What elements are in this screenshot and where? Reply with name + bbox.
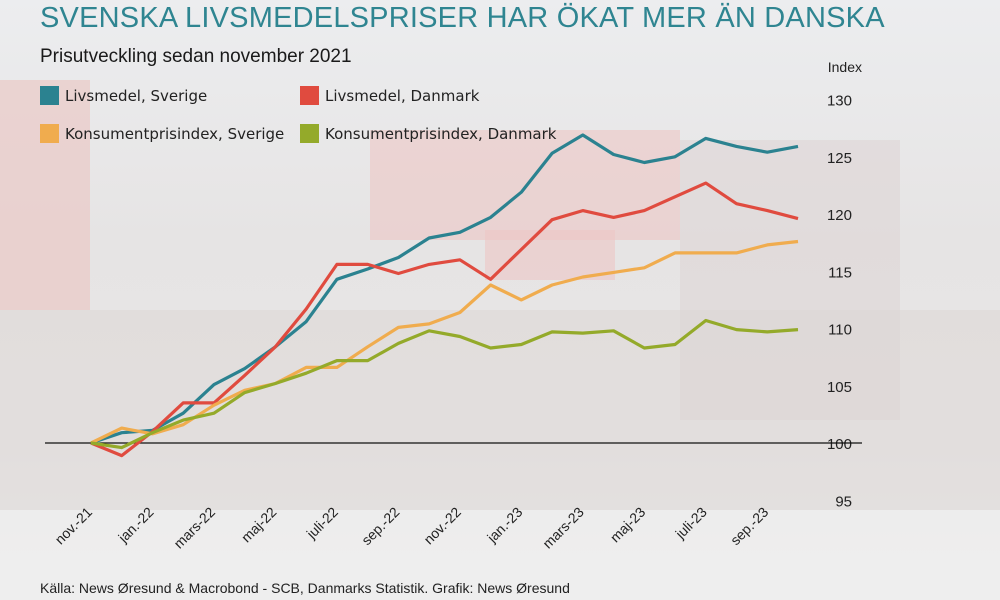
x-tick-label: mars-22 [170, 504, 218, 552]
x-tick-label: nov.-21 [52, 504, 96, 548]
series-line-3 [90, 318, 799, 450]
legend-swatch [40, 86, 59, 105]
legend-label: Konsumentprisindex, Sverige [65, 124, 285, 143]
y-tick-label: 115 [828, 264, 852, 281]
source-note: Källa: News Øresund & Macrobond - SCB, D… [40, 580, 570, 596]
legend-swatch [300, 124, 319, 143]
x-tick-label: juli-23 [671, 504, 710, 543]
legend-label: Livsmedel, Sverige [65, 86, 208, 105]
x-tick-label: maj-23 [607, 504, 649, 546]
y-tick-label: 95 [835, 493, 852, 510]
legend-item-kpi-danmark: Konsumentprisindex, Danmark [300, 124, 556, 143]
y-tick-label: 100 [827, 436, 852, 453]
series-line-1 [90, 181, 799, 458]
x-tick-label: sep.-23 [727, 504, 771, 548]
x-tick-label: mars-23 [539, 504, 587, 552]
legend-item-livsmedel-danmark: Livsmedel, Danmark [300, 86, 479, 105]
legend-item-livsmedel-sverige: Livsmedel, Sverige [40, 86, 207, 105]
y-tick-label: 130 [827, 93, 852, 110]
x-tick-label: maj-22 [238, 504, 280, 546]
y-tick-label: 105 [827, 379, 852, 396]
x-tick-label: sep.-22 [358, 504, 402, 548]
legend-swatch [40, 124, 59, 143]
chart-subtitle: Prisutveckling sedan november 2021 [40, 46, 352, 67]
x-tick-label: jan.-22 [114, 504, 156, 546]
legend-label: Livsmedel, Danmark [325, 86, 480, 105]
x-tick-label: jan.-23 [483, 504, 525, 546]
y-tick-label: 125 [827, 150, 852, 167]
legend-item-kpi-sverige: Konsumentprisindex, Sverige [40, 124, 284, 143]
x-tick-label: nov.-22 [420, 504, 464, 548]
series-line-2 [90, 239, 799, 445]
series-line-0 [90, 133, 799, 445]
y-tick-label: 110 [828, 322, 852, 339]
y-tick-label: 120 [827, 207, 852, 224]
chart-title: SVENSKA LIVSMEDELSPRISER HAR ÖKAT MER ÄN… [40, 2, 885, 34]
y-axis-label: Index [828, 59, 862, 75]
x-tick-label: juli-22 [303, 504, 342, 543]
legend-swatch [300, 86, 319, 105]
legend-label: Konsumentprisindex, Danmark [325, 124, 557, 143]
